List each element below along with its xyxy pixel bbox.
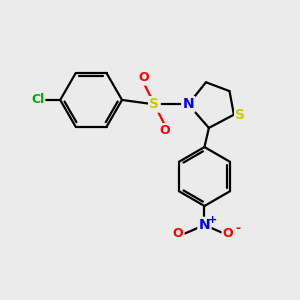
Text: Cl: Cl <box>31 93 44 106</box>
Text: N: N <box>199 218 210 232</box>
Text: +: + <box>208 215 217 225</box>
Text: -: - <box>235 222 240 235</box>
Text: S: S <box>236 108 245 122</box>
Text: O: O <box>223 227 233 240</box>
Text: O: O <box>139 71 149 84</box>
Text: S: S <box>149 98 159 111</box>
Text: N: N <box>182 98 194 111</box>
Text: O: O <box>173 227 183 240</box>
Text: O: O <box>159 124 170 137</box>
